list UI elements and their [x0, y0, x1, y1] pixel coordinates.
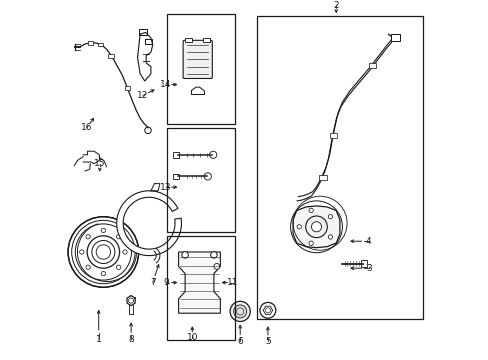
Circle shape [96, 245, 110, 259]
Bar [173, 152, 179, 158]
Circle shape [296, 225, 301, 229]
Polygon shape [117, 191, 181, 256]
Bar [173, 174, 179, 179]
Circle shape [308, 208, 313, 212]
Circle shape [327, 215, 332, 219]
Circle shape [86, 265, 90, 269]
Polygon shape [178, 252, 220, 313]
Bar [390, 34, 399, 41]
Text: 6: 6 [237, 337, 243, 346]
Circle shape [101, 271, 105, 276]
Bar [124, 86, 130, 90]
Bar [108, 54, 114, 58]
Circle shape [119, 230, 123, 234]
Text: 1: 1 [96, 335, 102, 343]
Polygon shape [292, 206, 339, 248]
Circle shape [128, 298, 133, 303]
Bar [203, 38, 210, 42]
Bar [87, 41, 93, 45]
Bar [360, 260, 366, 267]
Bar [139, 29, 146, 35]
Circle shape [116, 265, 121, 269]
Text: 5: 5 [264, 337, 270, 346]
Circle shape [86, 235, 90, 239]
Circle shape [233, 305, 246, 318]
Circle shape [80, 250, 84, 254]
Circle shape [116, 235, 121, 239]
Text: 3: 3 [365, 264, 371, 273]
Circle shape [265, 308, 270, 313]
Circle shape [305, 216, 326, 238]
FancyBboxPatch shape [183, 40, 212, 78]
Text: 14: 14 [160, 80, 171, 89]
Bar [167, 236, 235, 340]
Text: 13: 13 [160, 183, 171, 192]
Circle shape [164, 245, 168, 249]
Bar [145, 39, 152, 44]
Bar [329, 133, 337, 138]
Text: 16: 16 [81, 123, 92, 132]
Text: 15: 15 [94, 159, 105, 168]
Bar [167, 14, 235, 124]
Text: 7: 7 [149, 278, 155, 287]
Text: 12: 12 [137, 91, 148, 100]
Circle shape [122, 250, 127, 254]
Circle shape [146, 192, 151, 196]
Text: 9: 9 [163, 278, 168, 287]
Circle shape [213, 264, 219, 269]
Circle shape [311, 222, 321, 232]
Circle shape [182, 252, 188, 258]
Circle shape [260, 302, 275, 318]
Circle shape [210, 252, 217, 258]
Text: 4: 4 [365, 237, 371, 246]
Text: 11: 11 [227, 278, 238, 287]
Circle shape [204, 173, 211, 180]
Bar [368, 63, 375, 68]
Circle shape [209, 151, 216, 158]
Text: 2: 2 [333, 1, 338, 10]
Text: 8: 8 [128, 335, 134, 343]
Bar [98, 43, 103, 46]
Bar [319, 175, 326, 180]
Circle shape [308, 241, 313, 246]
Text: 10: 10 [186, 333, 198, 342]
Bar [167, 128, 235, 232]
Circle shape [144, 127, 151, 134]
Bar [257, 16, 422, 319]
Circle shape [101, 228, 105, 233]
Circle shape [230, 301, 250, 321]
Bar [185, 38, 192, 42]
Circle shape [327, 235, 332, 239]
